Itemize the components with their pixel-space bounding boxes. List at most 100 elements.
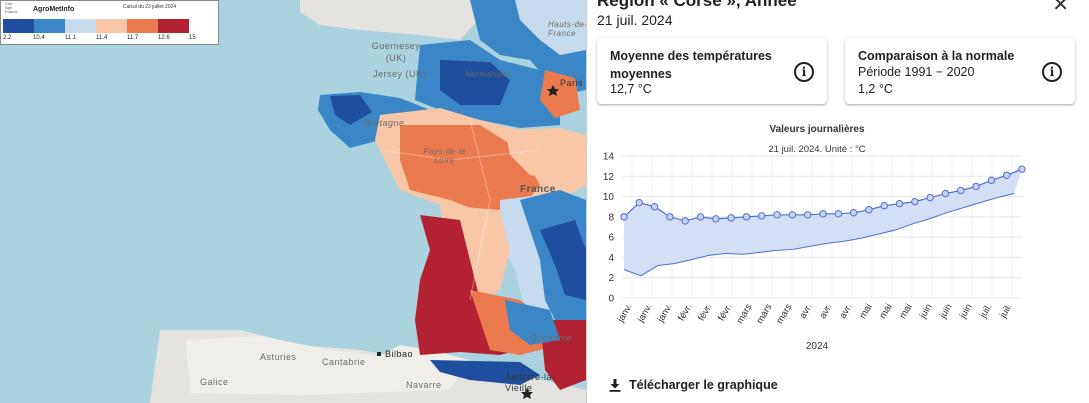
legend-tick: 2.2	[3, 35, 12, 41]
y-tick-label: 8	[608, 212, 614, 223]
data-point[interactable]	[727, 214, 735, 222]
map-label-bilbao: Bilbao	[385, 349, 414, 359]
data-point[interactable]	[650, 203, 659, 211]
legend-swatch	[3, 19, 34, 33]
data-point[interactable]	[834, 210, 843, 218]
y-tick-label: 14	[603, 152, 615, 163]
y-tick-label: 2	[608, 273, 614, 284]
map-canvas	[150, 0, 586, 403]
legend-swatch	[158, 19, 189, 33]
data-point[interactable]	[941, 189, 950, 198]
map-label-guernsey: Guernesey (UK)	[371, 41, 421, 63]
map-label-andorre: Andorre-la-Vieille	[505, 372, 556, 393]
map-label-galice: Galice	[200, 377, 229, 387]
chart-xlabel: 2024	[806, 341, 829, 352]
legend-tick: 12.6	[158, 35, 170, 41]
legend-tick: 15	[189, 35, 196, 41]
data-point[interactable]	[865, 206, 873, 214]
data-point[interactable]	[681, 217, 689, 225]
legend-tick: 11.4	[96, 35, 108, 41]
map-label-occitanie: Occitanie	[530, 333, 573, 343]
data-point[interactable]	[788, 211, 797, 219]
info-icon[interactable]: i	[1042, 62, 1062, 82]
daily-values-chart[interactable]: Valeurs journalières 21 juil. 2024. Unit…	[592, 110, 1042, 380]
map-label-hauts-france: Hauts-de-France	[548, 20, 586, 38]
data-point[interactable]	[972, 182, 980, 191]
data-point[interactable]	[880, 202, 888, 210]
y-tick-label: 12	[603, 172, 615, 183]
map-label-paris: Paris	[560, 78, 584, 88]
x-tick-label: juin	[917, 302, 934, 321]
detail-panel: Région « Corse », Année 21 juil. 2024 ✕ …	[586, 0, 1089, 403]
data-point[interactable]	[849, 209, 858, 217]
x-tick-label: mars	[755, 302, 775, 326]
legend-ticks: 2.2 10.4 11.1 11.4 11.7 12.6 15	[3, 35, 218, 43]
map-label-navarre: Navarre	[406, 380, 442, 390]
map-label-france: France	[520, 184, 556, 195]
x-tick-label: juin	[957, 302, 974, 321]
data-point[interactable]	[987, 176, 996, 185]
x-tick-label: mai	[897, 302, 914, 321]
card-value: 12,7 °C	[610, 82, 652, 96]
download-label: Télécharger le graphique	[629, 378, 778, 392]
x-tick-label: avr.	[797, 302, 814, 321]
panel-title: Région « Corse », Année	[597, 0, 797, 10]
card-title: Comparaison à la normale	[858, 49, 1015, 63]
data-point[interactable]	[666, 213, 674, 221]
x-tick-label: févr.	[696, 302, 715, 323]
chart-title: Valeurs journalières	[769, 124, 864, 135]
x-tick-label: janv.	[655, 302, 675, 325]
card-comparison-normal: Comparaison à la normale Période 1991 − …	[845, 38, 1075, 104]
card-value: 1,2 °C	[858, 82, 893, 96]
data-point[interactable]	[1002, 171, 1011, 179]
data-point[interactable]	[803, 211, 812, 219]
x-tick-label: juil.	[977, 302, 994, 321]
data-point[interactable]	[957, 186, 965, 195]
card-title: Moyenne des températures moyennes	[610, 49, 772, 81]
data-point[interactable]	[620, 213, 628, 221]
legend-tick: 11.7	[127, 35, 139, 41]
data-point[interactable]	[696, 213, 705, 221]
legend-swatch	[34, 19, 65, 33]
legend-swatch	[65, 19, 96, 33]
map-label-bretagne: Bretagne	[364, 118, 405, 128]
x-tick-label: mai	[857, 302, 874, 321]
chart-svg: Valeurs journalières 21 juil. 2024. Unit…	[603, 124, 1026, 352]
close-icon[interactable]: ✕	[1052, 0, 1069, 16]
map-view[interactable]: Ciel Agri France AgroMetInfo Calcul du 2…	[0, 0, 586, 403]
info-icon[interactable]: i	[794, 62, 814, 82]
map-legend: Ciel Agri France AgroMetInfo Calcul du 2…	[0, 0, 219, 45]
panel-date: 21 juil. 2024	[597, 12, 673, 28]
card-mean-temperature: Moyenne des températures moyennes 12,7 °…	[597, 38, 827, 104]
y-tick-label: 4	[608, 253, 614, 264]
legend-scale	[3, 19, 189, 33]
data-point[interactable]	[712, 215, 720, 223]
data-point[interactable]	[742, 213, 751, 221]
data-point[interactable]	[758, 212, 766, 220]
y-tick-label: 0	[608, 294, 614, 305]
x-tick-label: mai	[877, 302, 894, 321]
map-label-normandie: Normandie	[465, 70, 509, 79]
download-chart-button[interactable]: Télécharger le graphique	[609, 378, 778, 392]
data-point[interactable]	[1018, 165, 1026, 173]
x-tick-label: juin	[937, 302, 954, 321]
map-label-asturies: Asturies	[260, 352, 297, 362]
y-tick-label: 6	[608, 233, 614, 244]
data-point[interactable]	[819, 210, 827, 218]
x-tick-label: avr.	[837, 302, 854, 321]
data-point[interactable]	[895, 199, 904, 208]
legend-tick: 11.1	[65, 35, 77, 41]
normal-line	[623, 193, 1015, 277]
data-point[interactable]	[926, 193, 934, 202]
x-tick-label: févr.	[716, 302, 735, 323]
data-point[interactable]	[635, 198, 644, 207]
data-point[interactable]	[773, 211, 781, 219]
map-label-cantabrie: Cantabrie	[322, 357, 366, 367]
legend-tick: 10.4	[33, 35, 45, 41]
legend-swatch	[127, 19, 158, 33]
x-tick-label: avr.	[817, 302, 834, 321]
data-point[interactable]	[911, 197, 919, 206]
chart-subtitle: 21 juil. 2024. Unité : °C	[768, 144, 865, 155]
y-tick-label: 10	[603, 192, 615, 203]
legend-brand: Ciel Agri France	[5, 1, 18, 14]
